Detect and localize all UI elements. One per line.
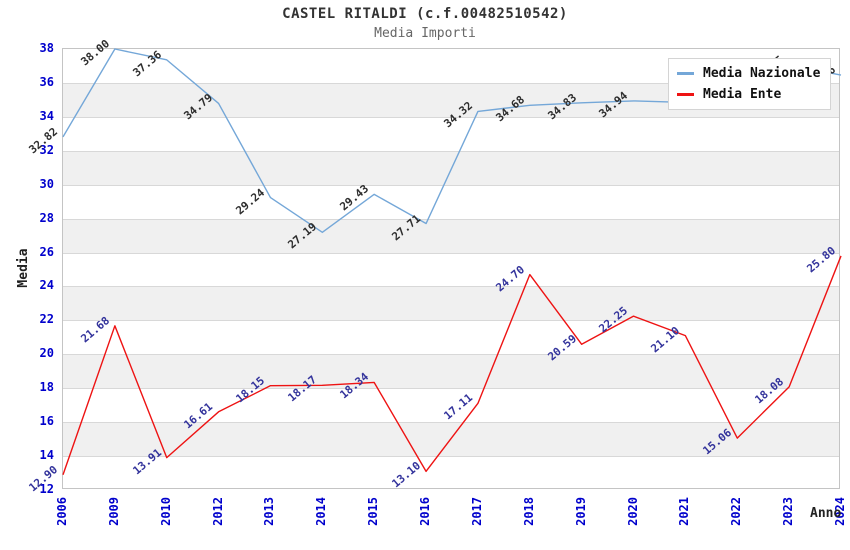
y-tick-label: 18 <box>39 380 54 395</box>
plot-band <box>63 150 839 185</box>
gridline <box>63 150 839 152</box>
gridline <box>63 218 839 220</box>
x-tick-label: 2010 <box>158 497 173 526</box>
y-tick-label: 36 <box>39 74 54 89</box>
x-axis-label: Anno <box>810 506 842 521</box>
gridline <box>63 422 839 424</box>
y-tick-label: 20 <box>39 346 54 361</box>
x-tick-label: 2021 <box>677 497 692 526</box>
gridline <box>63 388 839 390</box>
y-axis-label: Media <box>16 248 31 288</box>
x-tick-label: 2013 <box>262 497 277 526</box>
legend: Media Nazionale Media Ente <box>668 58 832 110</box>
y-tick-label: 30 <box>39 176 54 191</box>
x-tick-label: 2018 <box>521 497 536 526</box>
legend-label-nazionale: Media Nazionale <box>703 66 821 81</box>
x-tick-label: 2020 <box>625 497 640 526</box>
x-tick-label: 2014 <box>314 497 329 526</box>
chart-subtitle: Media Importi <box>374 26 476 41</box>
y-tick-label: 28 <box>39 210 54 225</box>
legend-marker-nazionale-icon <box>677 72 694 75</box>
x-tick-label: 2017 <box>469 497 484 526</box>
chart-title: CASTEL RITALDI (c.f.00482510542) <box>282 6 568 22</box>
gridline <box>63 116 839 118</box>
y-tick-label: 14 <box>39 448 54 463</box>
y-tick-label: 22 <box>39 312 54 327</box>
legend-item-media-nazionale: Media Nazionale <box>677 63 820 84</box>
gridline <box>63 252 839 254</box>
y-tick-label: 16 <box>39 414 54 429</box>
plot-band <box>63 218 839 253</box>
gridline <box>63 456 839 458</box>
y-tick-label: 24 <box>39 278 54 293</box>
y-tick-label: 32 <box>39 142 54 157</box>
x-tick-label: 2009 <box>106 497 121 526</box>
x-tick-label: 2015 <box>366 497 381 526</box>
x-tick-label: 2012 <box>210 497 225 526</box>
y-tick-label: 26 <box>39 244 54 259</box>
x-tick-label: 2019 <box>573 497 588 526</box>
legend-item-media-ente: Media Ente <box>677 84 820 105</box>
y-tick-label: 34 <box>39 108 54 123</box>
gridline <box>63 82 839 84</box>
x-tick-label: 2006 <box>55 497 69 526</box>
legend-label-ente: Media Ente <box>703 87 782 102</box>
gridline <box>63 286 839 288</box>
x-tick-label: 2023 <box>781 497 796 526</box>
plot-area: 32.82 38.00 37.36 34.79 29.24 27.19 29.43 27.71… <box>26 37 842 494</box>
y-tick-label: 38 <box>39 41 54 55</box>
plot-band <box>63 286 839 321</box>
series-line-media-ente <box>62 255 842 475</box>
y-tick-label: 12 <box>39 482 54 496</box>
legend-marker-ente-icon <box>677 93 694 96</box>
x-tick-label: 2022 <box>729 497 744 526</box>
gridline <box>63 354 839 356</box>
gridline <box>63 184 839 186</box>
gridline <box>63 320 839 322</box>
x-tick-label: 2016 <box>418 497 433 526</box>
